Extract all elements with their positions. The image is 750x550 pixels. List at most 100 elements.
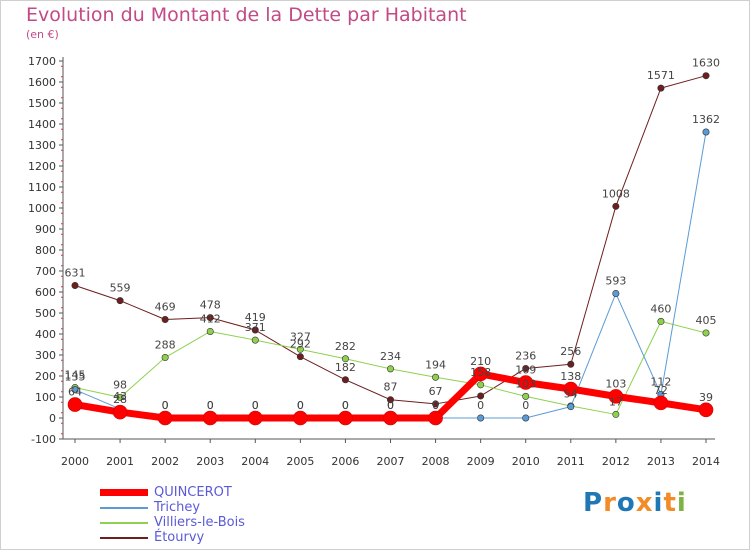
data-point xyxy=(341,376,349,384)
data-label: 54 xyxy=(564,388,578,401)
x-tick-label: 2001 xyxy=(106,455,134,468)
x-tick-label: 2010 xyxy=(512,455,540,468)
data-point xyxy=(386,396,394,404)
data-label: 87 xyxy=(384,381,398,394)
data-label: 138 xyxy=(560,370,581,383)
data-point xyxy=(563,381,579,397)
data-label: 405 xyxy=(696,314,717,327)
data-point xyxy=(477,392,485,400)
data-point xyxy=(612,410,620,418)
data-point xyxy=(383,410,398,426)
data-label: 0 xyxy=(297,399,304,412)
data-label: 0 xyxy=(432,399,439,412)
legend-item: Villiers-le-Bois xyxy=(100,515,245,530)
x-tick-label: 2014 xyxy=(692,455,720,468)
data-point xyxy=(702,128,710,136)
data-label: 460 xyxy=(650,302,671,315)
y-tick-label: 1500 xyxy=(28,97,56,110)
y-tick-label: 500 xyxy=(35,307,56,320)
data-label: 478 xyxy=(200,299,221,312)
y-tick-label: 800 xyxy=(35,244,56,257)
y-tick-label: 1700 xyxy=(28,55,56,68)
data-point xyxy=(522,364,530,372)
data-label: 43 xyxy=(113,390,127,403)
data-label: 98 xyxy=(113,378,127,391)
data-label: 103 xyxy=(605,377,626,390)
data-label: 631 xyxy=(65,266,86,279)
legend-swatch xyxy=(100,489,148,496)
y-tick-label: 0 xyxy=(49,412,56,425)
data-label: 469 xyxy=(155,301,176,314)
data-label: 0 xyxy=(477,399,484,412)
y-tick-label: 1200 xyxy=(28,160,56,173)
data-point xyxy=(341,355,349,363)
data-label: 0 xyxy=(522,399,529,412)
x-tick-label: 2000 xyxy=(61,455,89,468)
x-tick-label: 2005 xyxy=(286,455,314,468)
data-point xyxy=(522,414,530,422)
data-point xyxy=(612,202,620,210)
data-label: 112 xyxy=(650,375,671,388)
data-label: 0 xyxy=(252,399,259,412)
data-label: 145 xyxy=(65,369,86,382)
data-label: 194 xyxy=(425,358,446,371)
data-label: 210 xyxy=(470,355,491,368)
data-point xyxy=(432,400,440,408)
data-point xyxy=(702,329,710,337)
data-point xyxy=(161,316,169,324)
x-tick-label: 2008 xyxy=(422,455,450,468)
legend: QUINCEROT Trichey Villiers-le-Bois Étourvy xyxy=(100,485,245,545)
data-point xyxy=(338,410,353,426)
legend-item: Étourvy xyxy=(100,530,245,545)
data-label: 0 xyxy=(387,399,394,412)
data-point xyxy=(657,84,665,92)
data-label: 0 xyxy=(207,399,214,412)
logo-letter: i xyxy=(653,488,664,518)
data-label: 169 xyxy=(515,364,536,377)
data-point xyxy=(518,375,534,390)
data-point xyxy=(567,360,575,368)
data-label: 1571 xyxy=(647,69,675,82)
data-label: 0 xyxy=(252,399,259,412)
data-label: 327 xyxy=(290,330,311,343)
data-label: 371 xyxy=(245,321,266,334)
x-tick-label: 2013 xyxy=(647,455,675,468)
data-point xyxy=(612,289,620,297)
y-tick-label: 200 xyxy=(35,370,56,383)
data-label: 67 xyxy=(429,385,443,398)
data-label: 0 xyxy=(432,399,439,412)
data-label: 1362 xyxy=(692,113,720,126)
data-point xyxy=(206,314,214,322)
data-label: 593 xyxy=(605,274,626,287)
logo-letter: o xyxy=(616,488,636,518)
data-label: 256 xyxy=(560,345,581,358)
legend-label: QUINCEROT xyxy=(154,485,232,500)
data-point xyxy=(157,410,173,426)
data-label: 234 xyxy=(380,350,401,363)
data-point xyxy=(428,410,443,426)
data-label: 0 xyxy=(162,399,169,412)
data-point xyxy=(247,410,263,426)
legend-swatch xyxy=(100,506,148,509)
x-tick-label: 2009 xyxy=(467,455,495,468)
data-point xyxy=(112,404,128,420)
data-point xyxy=(71,386,79,394)
data-point xyxy=(296,353,304,361)
data-label: 135 xyxy=(65,371,86,384)
y-tick-label: 700 xyxy=(35,265,56,278)
x-tick-label: 2012 xyxy=(602,455,630,468)
logo-letter: t xyxy=(663,488,677,518)
logo-letter: i xyxy=(676,488,687,518)
y-tick-label: 1000 xyxy=(28,202,56,215)
data-point xyxy=(386,365,394,373)
data-label: 282 xyxy=(335,340,356,353)
data-label: 236 xyxy=(515,349,536,362)
data-label: 28 xyxy=(113,393,127,406)
data-point xyxy=(202,410,218,426)
data-label: 39 xyxy=(699,391,713,404)
data-point xyxy=(116,393,124,401)
data-label: 412 xyxy=(200,312,221,325)
data-point xyxy=(473,366,488,382)
data-label: 1008 xyxy=(602,187,630,200)
